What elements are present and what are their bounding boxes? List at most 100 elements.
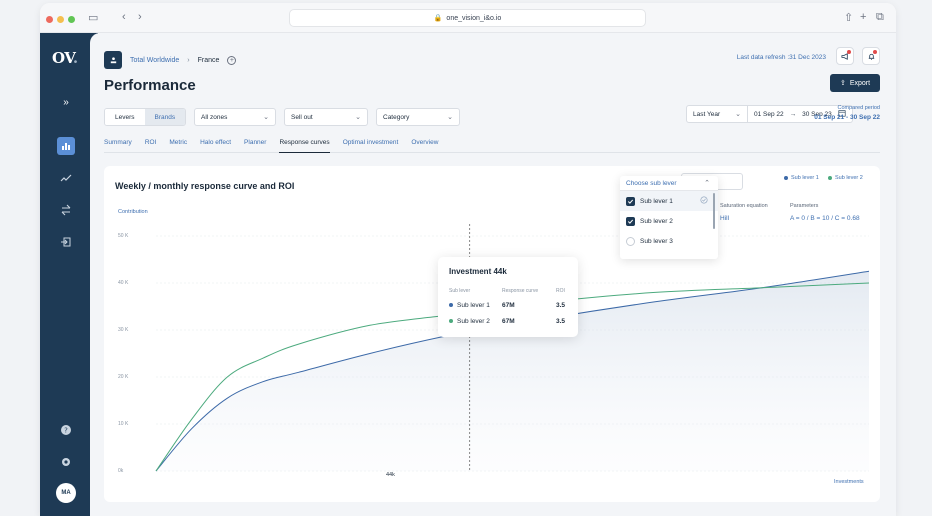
settings-gear-icon[interactable] <box>57 453 75 471</box>
breadcrumb-link[interactable]: Total Worldwide <box>130 56 180 64</box>
expand-sidebar-icon[interactable]: » <box>63 96 69 108</box>
new-tab-icon[interactable]: + <box>860 11 867 23</box>
arrow-right-icon: → <box>789 110 797 118</box>
notification-dot <box>847 50 851 54</box>
add-icon[interactable]: + <box>227 55 237 65</box>
selected-check-icon <box>700 196 708 206</box>
brands-toggle[interactable]: Brands <box>144 109 186 125</box>
x-axis-label: Investments <box>834 479 864 485</box>
tab-planner[interactable]: Planner <box>244 139 267 146</box>
tab-response-curves[interactable]: Response curves <box>279 139 330 153</box>
legend-dot <box>784 176 788 180</box>
sub-lever-1-line <box>155 270 870 472</box>
compared-period: Compared period 01 Sep 21 - 30 Sep 22 <box>814 105 880 121</box>
last-refresh-text: Last data refresh :31 Dec 2023 <box>736 54 826 61</box>
y-tick-label: 50 K <box>118 233 129 239</box>
sidebar-toggle-icon[interactable]: ▭ <box>88 12 99 24</box>
chevron-down-icon: ⌄ <box>355 114 361 121</box>
breadcrumb-current: France <box>197 56 220 64</box>
notifications-button[interactable] <box>862 47 880 65</box>
browser-toolbar: ▭ ‹ › 🔒 one_vision_i&o.io ⇧ + ⧉ <box>40 3 896 33</box>
maximize-window-button[interactable] <box>68 16 75 23</box>
checkbox-checked[interactable] <box>626 216 635 226</box>
sidebar: OV. » ? MA <box>40 33 98 516</box>
tooltip-col-sublever: Sub lever <box>449 288 471 294</box>
tooltip-title: Investment 44k <box>449 267 507 276</box>
marker-x-label: 44k <box>386 472 395 478</box>
bar-chart-icon[interactable] <box>57 137 75 155</box>
tooltip-roi-value: 3.5 <box>556 318 566 325</box>
sellout-select[interactable]: Sell out ⌄ <box>284 108 368 126</box>
back-icon[interactable]: ‹ <box>122 11 126 23</box>
tooltip-row-name: Sub lever 2 <box>457 318 490 325</box>
trend-icon[interactable] <box>57 169 75 187</box>
chevron-down-icon: ⌄ <box>735 111 741 118</box>
help-icon[interactable]: ? <box>57 421 75 439</box>
period-select[interactable]: Last Year ⌄ <box>686 105 748 123</box>
sub-lever-option[interactable]: Sub lever 3 <box>620 231 718 251</box>
tabs-overview-icon[interactable]: ⧉ <box>876 11 884 23</box>
chevron-down-icon: ⌄ <box>447 114 453 121</box>
zones-value: All zones <box>201 113 228 121</box>
compared-period-value: 01 Sep 21 - 30 Sep 22 <box>814 114 880 121</box>
levers-brands-toggle: Levers Brands <box>104 108 187 126</box>
card-title: Weekly / monthly response curve and ROI <box>115 181 295 191</box>
minimize-window-button[interactable] <box>57 16 64 23</box>
tooltip-col-roi: ROI <box>556 288 565 294</box>
tab-metric[interactable]: Metric <box>169 139 188 146</box>
megaphone-icon <box>840 52 848 60</box>
announcement-button[interactable] <box>836 47 854 65</box>
date-range-picker: Last Year ⌄ 01 Sep 22 → 30 Sep 23 <box>686 105 853 123</box>
y-tick-label: 40 K <box>118 280 129 286</box>
legend-dot <box>828 176 832 180</box>
y-tick-label: 0k <box>118 468 124 474</box>
export-button[interactable]: ⇪ Export <box>830 74 880 92</box>
y-tick-label: 20 K <box>118 374 129 380</box>
avatar[interactable]: MA <box>56 483 76 503</box>
legend-item-sub-lever-2[interactable]: Sub lever 2 <box>828 175 863 181</box>
tab-roi[interactable]: ROI <box>144 139 157 146</box>
sub-lever-option-label: Sub lever 2 <box>640 217 673 225</box>
notification-dot <box>873 50 877 54</box>
checkbox-checked[interactable] <box>626 196 635 206</box>
tab-summary[interactable]: Summary <box>104 139 132 146</box>
logo: OV. <box>52 49 78 67</box>
category-value: Category <box>383 113 410 121</box>
y-tick-label: 10 K <box>118 421 129 427</box>
chevron-down-icon: ⌄ <box>263 114 269 121</box>
login-icon[interactable] <box>57 233 75 251</box>
dropdown-scrollbar[interactable] <box>713 193 715 229</box>
tab-optimal-investment[interactable]: Optimal investment <box>342 139 399 146</box>
upload-icon: ⇪ <box>839 80 846 87</box>
compare-arrows-icon[interactable] <box>57 201 75 219</box>
tooltip-response-value: 67M <box>502 318 515 325</box>
export-label: Export <box>849 79 871 87</box>
legend-label: Sub lever 2 <box>835 175 863 181</box>
date-range-input[interactable]: 01 Sep 22 → 30 Sep 23 <box>748 105 853 123</box>
checkbox-unchecked[interactable] <box>626 236 635 246</box>
category-select[interactable]: Category ⌄ <box>376 108 460 126</box>
legend-label: Sub lever 1 <box>791 175 819 181</box>
sub-lever-option[interactable]: Sub lever 2 <box>620 211 718 231</box>
chevron-up-icon: ⌃ <box>704 180 710 187</box>
browser-window: ▭ ‹ › 🔒 one_vision_i&o.io ⇧ + ⧉ OV. » ? <box>40 3 896 516</box>
y-axis-label: Contribution <box>118 209 148 215</box>
zones-select[interactable]: All zones ⌄ <box>194 108 276 126</box>
saturation-equation-heading: Saturation equation <box>720 203 768 209</box>
tooltip-response-value: 67M <box>502 302 515 309</box>
legend-item-sub-lever-1[interactable]: Sub lever 1 <box>784 175 819 181</box>
sub-lever-select[interactable]: Choose sub lever ⌃ <box>620 176 718 191</box>
hierarchy-icon[interactable] <box>104 51 122 69</box>
lock-icon: 🔒 <box>433 15 443 22</box>
sub-lever-placeholder: Choose sub lever <box>626 179 677 187</box>
close-window-button[interactable] <box>46 16 53 23</box>
sub-lever-option[interactable]: Sub lever 1 <box>620 191 718 211</box>
tab-overview[interactable]: Overview <box>411 139 439 146</box>
address-bar[interactable]: 🔒 one_vision_i&o.io <box>289 9 646 27</box>
share-icon[interactable]: ⇧ <box>844 12 854 24</box>
forward-icon[interactable]: › <box>138 11 142 23</box>
url-text: one_vision_i&o.io <box>446 14 502 22</box>
levers-toggle[interactable]: Levers <box>105 109 145 125</box>
chart-tooltip: Investment 44k Sub lever Response curve … <box>438 257 578 337</box>
tab-halo-effect[interactable]: Halo effect <box>200 139 232 146</box>
